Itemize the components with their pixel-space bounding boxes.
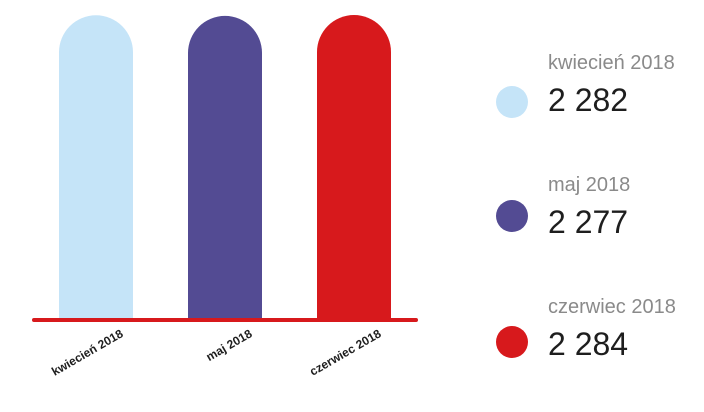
legend-item-may: maj 2018 2 277 — [496, 174, 704, 244]
legend-dot-may — [496, 200, 528, 232]
x-tick-label-april: kwiecień 2018 — [49, 326, 126, 378]
legend-dot-june — [496, 326, 528, 358]
legend-item-june: czerwiec 2018 2 284 — [496, 296, 704, 366]
bar-chart: kwiecień 2018 maj 2018 czerwiec 2018 — [32, 15, 418, 379]
legend-period-april: kwiecień 2018 — [548, 52, 675, 74]
chart-legend: kwiecień 2018 2 282 maj 2018 2 277 czerw… — [496, 0, 704, 412]
bar-april — [59, 15, 133, 320]
bar-june — [317, 15, 391, 320]
x-tick-label-may: maj 2018 — [204, 326, 255, 364]
x-tick-label-june: czerwiec 2018 — [307, 326, 384, 378]
legend-dot-april — [496, 86, 528, 118]
legend-period-may: maj 2018 — [548, 174, 631, 196]
legend-value-june: 2 284 — [548, 326, 629, 362]
legend-period-june: czerwiec 2018 — [548, 296, 676, 318]
legend-value-april: 2 282 — [548, 82, 629, 118]
bar-may — [188, 15, 262, 321]
legend-value-may: 2 277 — [548, 204, 629, 240]
legend-item-april: kwiecień 2018 2 282 — [496, 52, 704, 122]
